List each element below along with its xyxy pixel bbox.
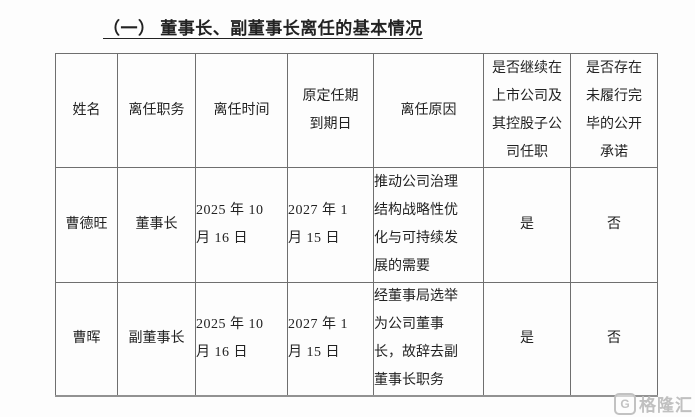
col-header-term-end: 原定任期 到期日 [287,53,374,168]
cell-term-end-date: 2027 年 1 月 15 日 [287,167,374,283]
col-header-departure-time: 离任时间 [195,53,288,168]
col-header-commitments: 是否存在 未履行完 毕的公开 承诺 [570,53,658,168]
cell-continue-serving: 是 [483,282,571,397]
cell-name: 曹晖 [55,282,118,397]
gelonghui-watermark: G 格隆汇 [614,391,693,416]
cell-position: 董事长 [117,167,196,283]
col-header-name: 姓名 [55,53,118,168]
col-header-reason: 离任原因 [373,53,484,168]
cell-term-end-date: 2027 年 1 月 15 日 [287,282,374,397]
table-row: 曹德旺 董事长 2025 年 10 月 16 日 2027 年 1 月 15 日 [55,167,658,283]
gelonghui-logo-icon: G [614,392,636,415]
cell-departure-date: 2025 年 10 月 16 日 [195,167,288,283]
cell-commitments: 否 [570,282,658,397]
col-header-position: 离任职务 [117,53,196,168]
cell-continue-serving: 是 [483,167,571,283]
cell-commitments: 否 [570,167,658,283]
col-header-continue-serving: 是否继续在 上市公司及 其控股子公 司任职 [483,53,571,168]
table-row: 曹晖 副董事长 2025 年 10 月 16 日 2027 年 1 月 15 日 [55,282,658,397]
cell-reason: 经董事局选举 为公司董事 长，故辞去副 董事长职务 [373,282,484,397]
gelonghui-brand-text: 格隆汇 [639,396,693,415]
cell-position: 副董事长 [117,282,196,397]
resignation-table: 姓名 离任职务 离任时间 原定任期 到期日 离任原因 [55,53,658,397]
table-header: 姓名 离任职务 离任时间 原定任期 到期日 离任原因 [55,53,658,168]
cell-reason: 推动公司治理 结构战略性优 化与可持续发 展的需要 [373,167,484,283]
section-title: （一） 董事长、副董事长离任的基本情况 [103,19,423,38]
cell-name: 曹德旺 [55,167,118,283]
cell-departure-date: 2025 年 10 月 16 日 [195,282,288,397]
